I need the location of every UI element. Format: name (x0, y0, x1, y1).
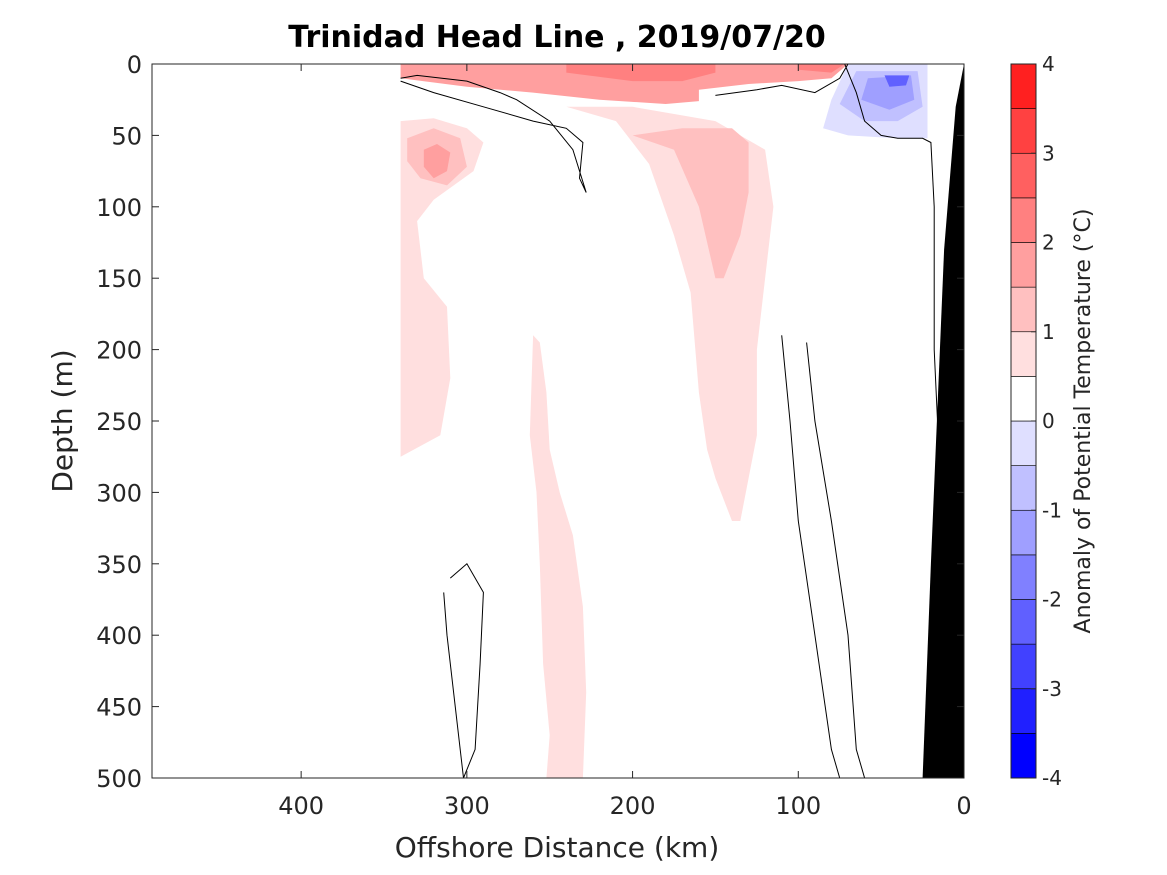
colorbar-segment (1010, 688, 1037, 734)
colorbar-segment (1010, 286, 1037, 333)
x-tick-label: 300 (444, 792, 490, 820)
y-tick-label: 50 (111, 122, 142, 150)
y-tick-label: 100 (96, 194, 142, 222)
y-tick-label: 300 (96, 479, 142, 507)
x-axis-title: Offshore Distance (km) (395, 831, 720, 864)
colorbar-tick-label: 1 (1042, 320, 1055, 344)
anomaly-region (400, 118, 484, 457)
colorbar-segment (1010, 108, 1037, 154)
colorbar-tick-label: 3 (1042, 141, 1055, 165)
colorbar-tick-label: 2 (1042, 231, 1055, 255)
colorbar-segment (1010, 554, 1037, 600)
y-axis-title: Depth (m) (46, 349, 79, 492)
y-tick-label: 250 (96, 408, 142, 436)
colorbar-tick-label: 4 (1042, 52, 1055, 76)
anomaly-fill-layer (400, 64, 928, 778)
x-tick-label: 0 (956, 792, 971, 820)
colorbar-tick-label: -3 (1042, 677, 1062, 701)
y-tick-label: 0 (127, 51, 142, 79)
zero-contour-line (400, 74, 587, 193)
anomaly-region (632, 128, 749, 279)
anomaly-region (423, 144, 451, 179)
anomaly-region (884, 75, 910, 87)
colorbar-segment (1010, 63, 1037, 109)
colorbar-segment (1010, 197, 1037, 243)
colorbar-tick-label: -1 (1042, 498, 1062, 522)
chart-title: Trinidad Head Line , 2019/07/20 (288, 20, 825, 55)
y-tick-label: 200 (96, 337, 142, 365)
zero-contour-line (806, 342, 866, 778)
y-tick-label: 400 (96, 622, 142, 650)
anomaly-region (529, 335, 587, 778)
zero-contour-line (781, 335, 841, 778)
anomaly-region (566, 64, 716, 82)
colorbar-tick-label: -2 (1042, 588, 1062, 612)
colorbar-segment (1010, 465, 1037, 511)
x-tick-label: 100 (775, 792, 821, 820)
colorbar-segment (1010, 420, 1037, 466)
zero-contour-line (715, 64, 849, 96)
colorbar-segment (1010, 242, 1037, 288)
y-tick-label: 450 (96, 694, 142, 722)
colorbar-segment (1010, 733, 1037, 779)
colorbar-segment (1010, 599, 1037, 645)
bathymetry-shape (922, 64, 964, 778)
x-tick-label: 400 (278, 792, 324, 820)
y-tick-label: 500 (96, 765, 142, 793)
y-tick-label: 150 (96, 265, 142, 293)
x-tick-label: 200 (610, 792, 656, 820)
anomaly-region (400, 64, 848, 104)
colorbar-tick-label: -4 (1042, 766, 1062, 790)
zero-contour-line (443, 563, 484, 778)
colorbar-segment (1010, 331, 1037, 377)
y-tick-label: 350 (96, 551, 142, 579)
anomaly-region (798, 64, 845, 73)
colorbar-segment (1010, 152, 1037, 199)
colorbar-tick-label: 0 (1042, 409, 1055, 433)
colorbar-segment (1010, 643, 1037, 690)
y-axis: 0 50 100 150 200 250 300 350 400 450 500 (96, 51, 964, 793)
colorbar-ticks: 4 3 2 1 0 -1 -2 -3 -4 (1031, 52, 1062, 790)
x-axis: 400 300 200 100 0 (278, 64, 972, 820)
colorbar-title: Anomaly of Potential Temperature (°C) (1071, 209, 1096, 634)
colorbar-segment (1010, 509, 1037, 556)
colorbar-segment (1010, 376, 1037, 422)
